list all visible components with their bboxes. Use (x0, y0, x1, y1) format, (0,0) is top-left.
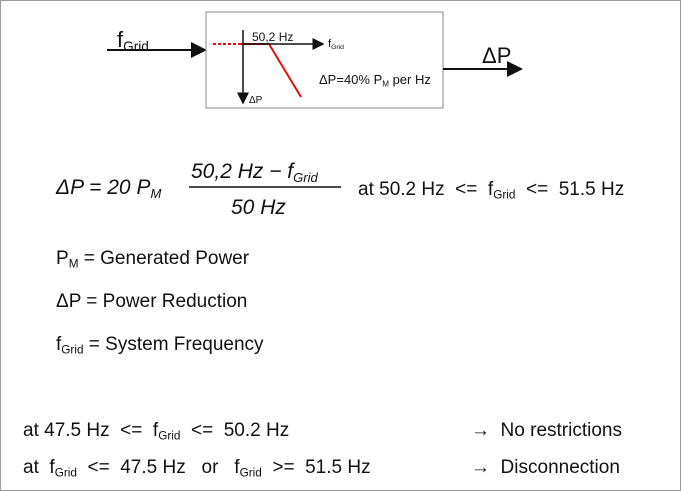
text-run: ΔP (482, 43, 512, 68)
text-run: P (56, 248, 69, 269)
subscript: M (150, 185, 162, 201)
text-run: at f (23, 457, 55, 478)
text-run: f (328, 38, 332, 50)
subscript: Grid (331, 44, 344, 52)
text-run: → No restrictions (471, 420, 622, 441)
text-run: 50,2 Hz − f (191, 160, 294, 183)
text-run: at 50.2 Hz <= f (358, 179, 494, 200)
subscript: Grid (239, 466, 262, 480)
text-run: ΔP = Power Reduction (56, 291, 248, 312)
input-label: fGrid (117, 27, 149, 55)
rule-result: → No restrictions (471, 421, 622, 440)
subscript: Grid (61, 343, 84, 357)
text-run: ΔP (249, 95, 263, 106)
text-run: f (117, 27, 124, 52)
text-run: = System Frequency (83, 334, 264, 355)
threshold-label: 50,2 Hz (252, 31, 293, 43)
text-run: <= 50.2 Hz (180, 420, 290, 441)
y-axis-label: ΔP (249, 96, 262, 106)
subscript: M (68, 257, 79, 271)
text-run: at 47.5 Hz <= f (23, 420, 159, 441)
function-box (205, 11, 444, 109)
text-run: → Disconnection (471, 457, 620, 478)
subscript: Grid (293, 169, 318, 185)
text-run: per Hz (388, 72, 431, 87)
slope-label: ΔP=40% PM per Hz (319, 72, 431, 89)
text-run: >= 51.5 Hz (261, 457, 371, 478)
text-run: 50,2 Hz (252, 30, 294, 44)
rule-result: → Disconnection (471, 458, 620, 477)
definition: PM = Generated Power (56, 248, 250, 271)
text-run: ΔP = 20 P (56, 176, 151, 199)
x-axis-label: fGrid (328, 38, 344, 52)
text-run: ΔP=40% P (319, 72, 383, 87)
definition: fGrid = System Frequency (56, 334, 264, 357)
subscript: Grid (123, 39, 149, 55)
formula-numerator: 50,2 Hz − fGrid (191, 160, 318, 185)
text-run: 50 Hz (231, 196, 286, 219)
output-label: ΔP (482, 45, 511, 67)
text-run: <= 51.5 Hz (515, 179, 625, 200)
subscript: Grid (54, 466, 77, 480)
definition: ΔP = Power Reduction (56, 292, 247, 311)
formula-lhs: ΔP = 20 PM (56, 176, 162, 201)
subscript: Grid (158, 429, 181, 443)
formula-condition: at 50.2 Hz <= fGrid <= 51.5 Hz (358, 179, 625, 202)
subscript: M (382, 79, 389, 89)
subscript: Grid (493, 188, 516, 202)
text-run: <= 47.5 Hz or f (76, 457, 240, 478)
rule-condition: at 47.5 Hz <= fGrid <= 50.2 Hz (23, 420, 290, 443)
text-run: f (56, 334, 62, 355)
text-run: = Generated Power (78, 248, 250, 269)
rule-condition: at fGrid <= 47.5 Hz or fGrid >= 51.5 Hz (23, 457, 371, 480)
formula-denominator: 50 Hz (231, 197, 286, 218)
